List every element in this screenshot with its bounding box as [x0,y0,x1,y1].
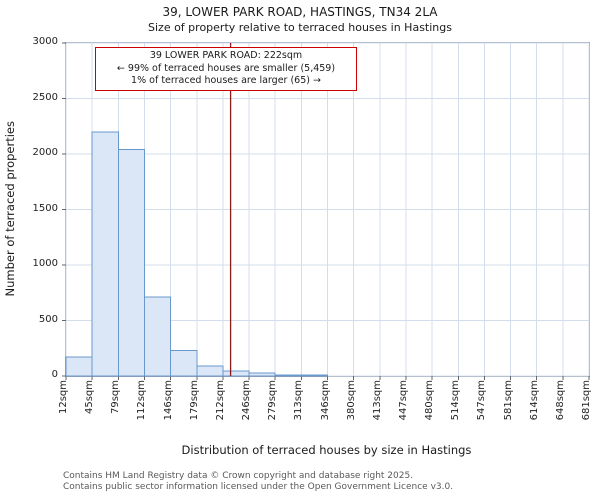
y-tick-label: 500 [38,313,58,325]
histogram-bar [170,349,198,377]
x-tick-label: 447sqm [397,380,409,421]
x-tick-label: 648sqm [554,380,566,421]
footer-licence-line: Contains public sector information licen… [63,481,454,492]
x-tick-label: 480sqm [424,380,436,421]
x-tick-label: 45sqm [84,380,96,415]
x-tick-label: 614sqm [528,380,540,421]
x-tick-label: 279sqm [267,380,279,421]
histogram-bar [143,296,172,377]
y-tick-label: 1000 [32,258,58,269]
x-tick-label: 681sqm [581,380,592,421]
x-tick-label: 12sqm [58,380,69,415]
annotation-property-line: 39 LOWER PARK ROAD: 222sqm [149,50,303,61]
histogram-bar [196,365,224,377]
footer-copyright-line: Contains HM Land Registry data © Crown c… [63,471,414,481]
x-tick-label: 79sqm [110,380,122,415]
histogram-bar [65,356,93,377]
chart-subtitle: Size of property relative to terraced ho… [148,21,452,34]
x-axis-title: Distribution of terraced houses by size … [181,443,472,457]
plot-area [62,42,590,380]
histogram-bar [248,372,276,377]
x-tick-label: 212sqm [214,380,226,421]
y-tick-label: 3000 [32,36,58,47]
x-tick-label: 112sqm [136,380,148,421]
x-tick-label: 547sqm [476,380,488,421]
x-tick-label: 313sqm [293,380,305,421]
annotation-larger-line: 1% of terraced houses are larger (65) → [131,75,321,87]
y-tick-label: 1500 [32,202,58,214]
x-tick-label: 346sqm [319,380,331,421]
footer: Contains HM Land Registry data © Crown c… [63,471,453,493]
annotation-box: 39 LOWER PARK ROAD: 222sqm ← 99% of terr… [95,47,357,91]
y-tick-label: 0 [51,369,58,380]
histogram-bar [274,374,302,377]
x-tick-label: 179sqm [188,380,200,421]
x-tick-label: 514sqm [450,380,462,421]
y-tick-label: 2500 [32,91,58,103]
x-tick-label: 380sqm [345,380,357,421]
histogram-bar [91,131,119,377]
x-tick-label: 146sqm [162,380,174,421]
histogram-bar [117,149,145,377]
x-tick-label: 581sqm [502,380,514,421]
histogram-bar [222,370,250,377]
x-tick-label: 413sqm [371,380,383,421]
chart-title: 39, LOWER PARK ROAD, HASTINGS, TN34 2LA [162,5,438,19]
annotation-smaller-line: ← 99% of terraced houses are smaller (5,… [116,62,336,74]
y-tick-label: 2000 [32,147,58,158]
histogram-canvas [62,42,590,380]
histogram-bar [300,374,329,377]
x-tick-label: 246sqm [241,380,253,421]
